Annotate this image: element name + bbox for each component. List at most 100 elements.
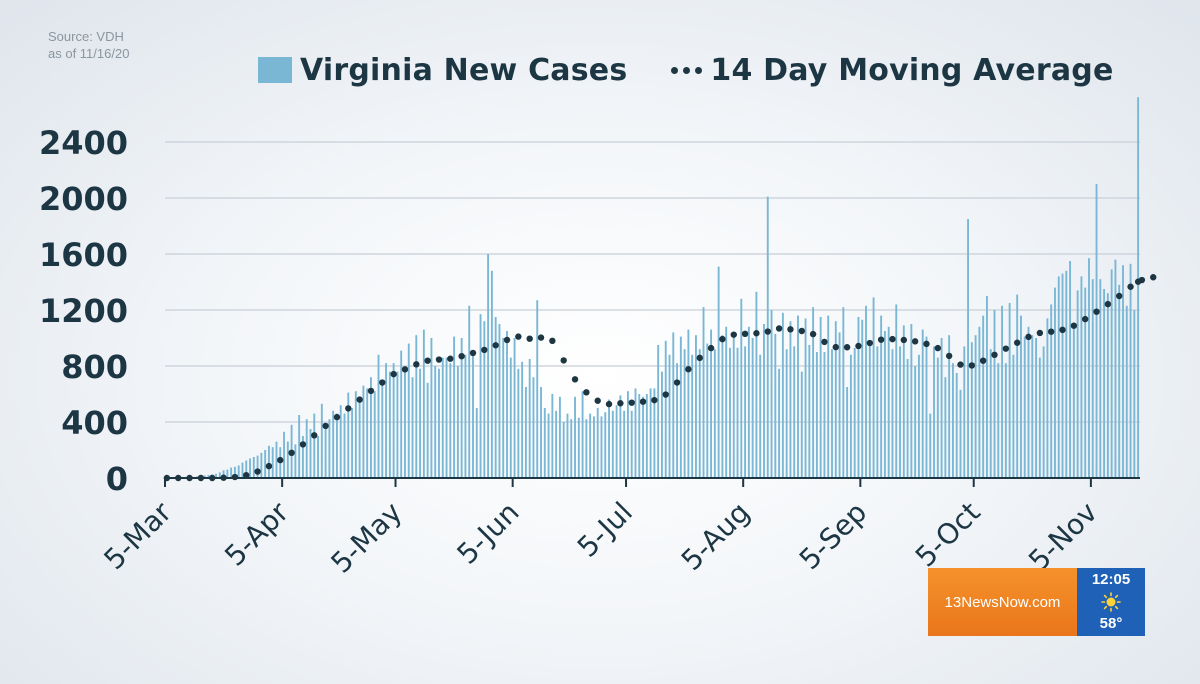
case-bar <box>1103 289 1106 478</box>
case-bar <box>1027 326 1030 478</box>
case-bar <box>997 363 1000 478</box>
y-tick-label: 0 <box>106 460 128 498</box>
case-bar <box>842 307 845 478</box>
case-bar <box>298 415 301 478</box>
case-bar <box>695 335 697 478</box>
moving-average-point <box>945 352 953 360</box>
case-bar <box>404 371 406 478</box>
case-bar <box>1122 265 1124 478</box>
case-bar <box>592 416 595 478</box>
x-tick-label: 5-Aug <box>675 496 756 577</box>
moving-average-point <box>1036 329 1044 337</box>
moving-average-point <box>1025 333 1032 341</box>
moving-average-point <box>832 343 839 351</box>
case-bar <box>286 441 289 478</box>
case-bar <box>400 350 403 478</box>
case-bar <box>351 408 354 478</box>
case-bar <box>479 314 482 478</box>
moving-average-point <box>515 333 522 340</box>
moving-average-point <box>492 342 499 349</box>
case-bar <box>770 310 773 478</box>
clock-time: 12:05 <box>1091 571 1131 588</box>
case-bar <box>623 410 626 478</box>
case-bar <box>1088 258 1090 478</box>
case-bar <box>536 300 539 478</box>
case-bar <box>230 467 233 478</box>
case-bar <box>910 324 913 478</box>
moving-average-point <box>288 449 295 456</box>
case-bar <box>1118 284 1121 478</box>
case-bar <box>362 385 365 478</box>
moving-average-point <box>1093 308 1100 315</box>
moving-average-point <box>866 339 873 347</box>
case-bar <box>812 307 815 478</box>
case-bar <box>819 317 822 478</box>
case-bar <box>1054 287 1056 478</box>
case-bar <box>797 315 799 478</box>
case-bar <box>891 349 894 478</box>
moving-average-point <box>1116 292 1123 300</box>
legend-label-bars: Virginia New Cases <box>300 52 628 88</box>
moving-average-point <box>197 474 205 482</box>
case-bar <box>434 366 437 478</box>
case-bar <box>252 457 255 478</box>
case-bar <box>1016 294 1019 478</box>
case-bar <box>562 422 565 478</box>
case-bar <box>260 452 263 478</box>
moving-average-point <box>685 366 692 373</box>
case-bar <box>305 419 308 478</box>
case-bar <box>328 419 331 478</box>
case-bar <box>264 450 267 478</box>
moving-average-point <box>243 472 250 479</box>
moving-average-point <box>1150 274 1157 281</box>
moving-average-point <box>979 357 987 364</box>
as-of-line: as of 11/16/20 <box>48 46 130 61</box>
y-tick-label: 1600 <box>39 236 128 274</box>
case-bar <box>736 347 739 478</box>
case-bar <box>513 338 516 478</box>
case-bar <box>218 472 221 478</box>
case-bar <box>1057 276 1060 478</box>
case-bar <box>982 315 985 478</box>
case-bar <box>626 391 629 478</box>
x-tick-label: 5-Nov <box>1022 496 1104 578</box>
case-bar <box>498 324 501 478</box>
case-bar <box>872 297 875 478</box>
case-bar <box>460 338 463 478</box>
x-tick-label: 5-Sep <box>793 496 873 576</box>
y-tick-label: 2000 <box>39 180 128 218</box>
y-tick-label: 2400 <box>39 124 128 162</box>
case-bar <box>1084 287 1087 478</box>
case-bar <box>793 346 796 478</box>
case-bar <box>785 349 788 478</box>
case-bar <box>336 413 338 478</box>
moving-average-point <box>458 353 465 360</box>
case-bar <box>1137 97 1140 478</box>
case-bar <box>895 304 898 478</box>
case-bar <box>679 336 682 478</box>
case-bar <box>642 396 644 478</box>
case-bar <box>948 335 951 478</box>
case-bar <box>876 346 879 478</box>
case-bar <box>490 270 493 478</box>
case-bar <box>543 408 546 478</box>
case-bar <box>778 368 781 478</box>
moving-average-point <box>719 335 726 343</box>
moving-average-point <box>741 330 749 337</box>
case-bar <box>725 326 728 478</box>
case-bar <box>744 346 747 478</box>
case-bar <box>1076 290 1079 478</box>
moving-average-point <box>730 331 737 338</box>
case-bar <box>687 329 690 478</box>
case-bar <box>415 335 418 478</box>
case-bar <box>1012 354 1015 478</box>
moving-average-point <box>639 398 647 405</box>
case-bar <box>668 354 671 478</box>
case-bar <box>521 361 524 478</box>
case-bar <box>917 354 920 478</box>
case-bar <box>619 395 622 478</box>
case-bar <box>800 371 803 478</box>
moving-average-point <box>923 340 930 348</box>
case-bar <box>630 410 633 478</box>
case-bar <box>657 345 660 478</box>
